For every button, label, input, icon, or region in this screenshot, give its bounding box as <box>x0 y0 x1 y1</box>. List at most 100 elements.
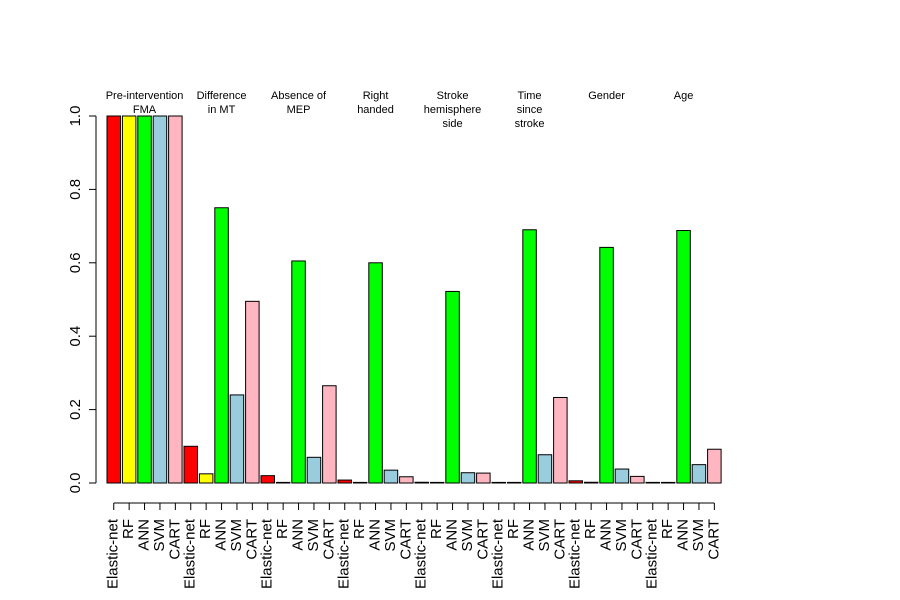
bar-ann <box>137 115 152 484</box>
group-label-line: hemisphere <box>424 104 481 116</box>
x-tick-label: SVM <box>459 519 476 552</box>
bar-ann <box>676 230 691 484</box>
y-tick-label: 0.6 <box>67 252 84 273</box>
bar-ann <box>368 262 383 484</box>
x-tick-label: ANN <box>675 519 692 551</box>
bars <box>106 115 722 484</box>
y-tick-label: 1.0 <box>67 106 84 127</box>
bar-svm <box>306 456 322 484</box>
x-tick-label: RF <box>120 519 137 539</box>
bar-ann <box>214 207 229 484</box>
x-tick-label: Elastic-net <box>182 518 199 589</box>
group-label-line: since <box>517 104 543 116</box>
bar-elastic-net <box>568 480 583 484</box>
x-tick-label: Elastic-net <box>105 518 122 589</box>
group-label: Pre-intervention FMA <box>106 90 184 116</box>
bar-svm <box>383 469 399 484</box>
y-axis: 0.0 0.2 0.4 0.6 0.8 1.0 <box>67 106 97 494</box>
x-tick-label: ANN <box>367 519 384 551</box>
group-label-line: in MT <box>208 104 236 116</box>
x-tick-label: Elastic-net <box>413 518 430 589</box>
x-tick-label: ANN <box>290 519 307 551</box>
y-tick-label: 0.8 <box>67 179 84 200</box>
y-tick-label: 0.0 <box>67 473 84 494</box>
x-tick-label: RF <box>274 519 291 539</box>
x-tick-label: CART <box>474 519 491 560</box>
x-tick-label: Elastic-net <box>259 518 276 589</box>
group-label: Absence of MEP <box>271 90 327 116</box>
group-label-line: stroke <box>515 118 545 130</box>
bar-ann <box>445 290 460 484</box>
bar-cart <box>476 472 491 484</box>
group-label: Gender <box>588 90 625 102</box>
bar-cart <box>245 300 260 484</box>
x-tick-label: CART <box>166 519 183 560</box>
group-label: Difference in MT <box>197 90 247 116</box>
bar-rf <box>506 481 522 484</box>
bar-rf <box>121 115 137 484</box>
bar-elastic-net <box>491 481 506 484</box>
bar-svm <box>152 115 168 484</box>
bar-cart <box>707 448 722 484</box>
x-tick-label: RF <box>505 519 522 539</box>
bar-rf <box>275 481 291 484</box>
bar-elastic-net <box>645 481 660 484</box>
bar-svm <box>537 454 553 484</box>
bar-svm <box>614 468 630 484</box>
group-label-line: Absence of <box>271 90 327 102</box>
x-tick-label: CART <box>243 519 260 560</box>
bar-elastic-net <box>260 475 275 484</box>
x-tick-label: SVM <box>536 519 553 552</box>
bar-rf <box>583 481 599 484</box>
group-label-line: Stroke <box>437 90 469 102</box>
group-label-line: side <box>442 118 462 130</box>
bar-elastic-net <box>106 115 121 484</box>
bar-svm <box>691 464 707 484</box>
bar-rf <box>660 481 676 484</box>
x-tick-label: CART <box>551 519 568 560</box>
bar-ann <box>291 260 306 484</box>
bar-rf <box>429 481 445 484</box>
x-axis: Elastic-netRFANNSVMCARTElastic-netRFANNS… <box>105 502 722 589</box>
bar-cart <box>168 115 183 484</box>
x-tick-label: ANN <box>598 519 615 551</box>
x-tick-label: SVM <box>382 519 399 552</box>
x-tick-label: CART <box>628 519 645 560</box>
bar-ann <box>522 229 537 484</box>
x-tick-label: CART <box>397 519 414 560</box>
group-label-line: Time <box>518 90 542 102</box>
x-tick-label: SVM <box>613 519 630 552</box>
x-tick-label: SVM <box>228 519 245 552</box>
bar-cart <box>399 476 414 484</box>
bar-rf <box>352 481 368 484</box>
x-tick-label: SVM <box>151 519 168 552</box>
bar-ann <box>599 246 614 484</box>
group-labels: Pre-intervention FMA Difference in MT Absenc… <box>106 90 694 130</box>
group-label: Age <box>674 90 694 102</box>
group-label-line: Age <box>674 90 694 102</box>
group-label: Stroke hemisphere side <box>424 90 481 130</box>
x-tick-label: SVM <box>690 519 707 552</box>
bar-elastic-net <box>414 481 429 484</box>
x-tick-label: CART <box>705 519 722 560</box>
y-tick-label: 0.2 <box>67 399 84 420</box>
x-tick-label: Elastic-net <box>644 518 661 589</box>
group-label-line: Difference <box>197 90 247 102</box>
group-label-line: MEP <box>287 104 311 116</box>
bar-svm <box>229 394 245 484</box>
x-tick-label: Elastic-net <box>567 518 584 589</box>
bar-rf <box>198 473 214 484</box>
x-tick-label: RF <box>582 519 599 539</box>
group-label-line: Right <box>363 90 389 102</box>
group-label: Right handed <box>357 90 394 116</box>
bar-svm <box>460 472 476 484</box>
group-label-line: Pre-intervention <box>106 90 184 102</box>
x-tick-label: SVM <box>305 519 322 552</box>
group-label-line: handed <box>357 104 394 116</box>
bar-elastic-net <box>337 479 352 484</box>
x-tick-label: Elastic-net <box>490 518 507 589</box>
group-label-line: FMA <box>133 104 157 116</box>
x-tick-label: ANN <box>444 519 461 551</box>
